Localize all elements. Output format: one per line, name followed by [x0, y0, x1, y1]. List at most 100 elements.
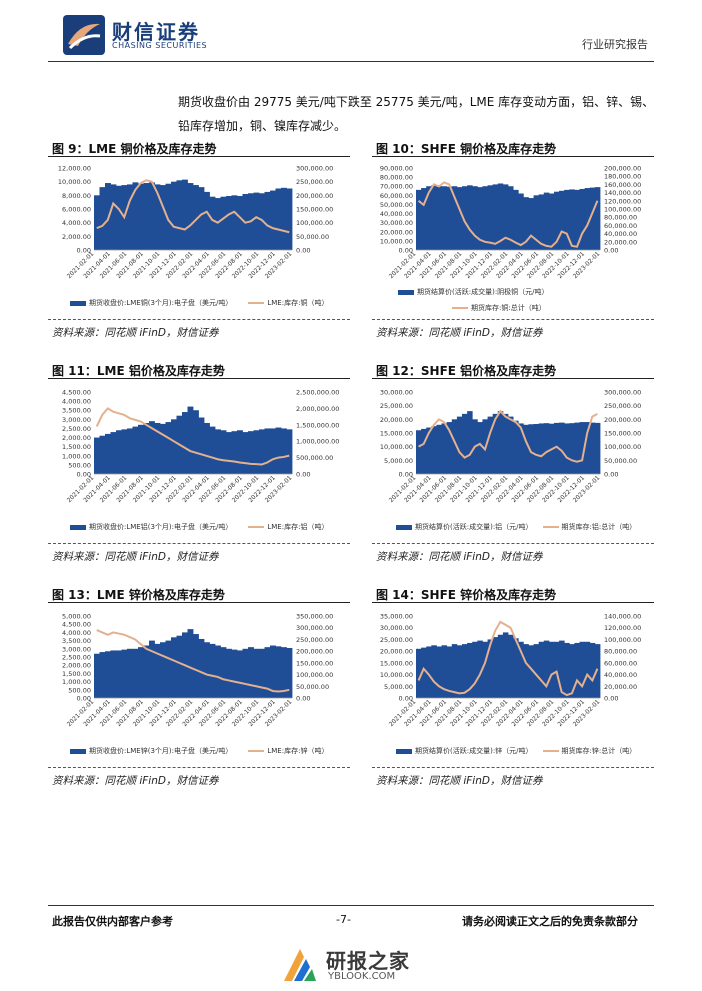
- y-tick-right: 300,000.00: [296, 624, 333, 632]
- chart-bar: [523, 197, 529, 250]
- y-tick-right: 100,000.00: [296, 671, 333, 679]
- chart-bar: [462, 186, 468, 250]
- chart-bar: [253, 430, 260, 474]
- chart-bar: [497, 634, 504, 698]
- y-tick-right: 250,000.00: [604, 402, 641, 410]
- chart-bar: [226, 432, 232, 474]
- chart-bar: [198, 638, 205, 698]
- chart-bar: [584, 641, 591, 698]
- chart-bar: [589, 642, 596, 698]
- y-tick-left: 12,000.00: [58, 165, 91, 173]
- chart-bar: [209, 426, 216, 474]
- y-tick-right: 100,000.00: [604, 206, 641, 214]
- y-tick-left: 2,000.00: [62, 662, 91, 670]
- chart-bar: [138, 183, 144, 250]
- chart-bar: [487, 416, 494, 474]
- chart-bar: [187, 629, 194, 698]
- chart-bar: [286, 429, 293, 474]
- y-tick-right: 500,000.00: [296, 454, 333, 462]
- chart-bar: [559, 640, 565, 698]
- chart-bar: [270, 190, 276, 250]
- chart-legend: 期货结算价(活跃:成交量):阴极铜（元/吨）: [398, 287, 549, 297]
- y-tick-right: 2,000,000.00: [296, 405, 339, 413]
- footer-notice: 请务必阅读正文之后的免责条款部分: [462, 915, 638, 928]
- y-tick-left: 2,000.00: [62, 434, 91, 442]
- chart-legend: 期货结算价(活跃:成交量):铝（元/吨） 期货库存:铝:总计（吨）: [396, 522, 636, 532]
- y-tick-right: 200,000.00: [296, 648, 333, 656]
- chart-bar: [416, 189, 422, 250]
- chart-canvas: 12,000.00 10,000.00 8,000.00 6,000.00 4,000.…: [58, 165, 333, 281]
- divider: [372, 543, 654, 544]
- y-tick-left: 4,500.00: [62, 389, 91, 397]
- chart-bar: [528, 198, 534, 250]
- chart-bar: [127, 428, 133, 474]
- chart-bar: [436, 186, 442, 250]
- y-tick-left: 0.00: [77, 247, 91, 255]
- y-tick-right: 250,000.00: [296, 636, 333, 644]
- chart-bar: [492, 637, 499, 698]
- chart-bar: [165, 640, 172, 698]
- y-tick-left: 40,000.00: [380, 210, 413, 218]
- chart-bar: [456, 645, 463, 698]
- chart-lme-aluminium: 4,500.00 4,000.00 3,500.00 3,000.00 2,500.00…: [46, 386, 350, 514]
- chart-legend: 期货收盘价:LME锌(3个月):电子盘（美元/吨） LME:库存:锌（吨）: [70, 746, 328, 756]
- y-tick-left: 2,500.00: [62, 425, 91, 433]
- legend-line-label: LME:库存:铝（吨）: [267, 523, 329, 531]
- y-tick-right: 140,000.00: [604, 189, 641, 197]
- legend-bar-label: 期货收盘价:LME铜(3个月):电子盘（美元/吨）: [89, 299, 233, 307]
- figure-title: 图 11：LME 铝价格及库存走势: [52, 364, 225, 378]
- chart-bar: [105, 433, 111, 474]
- chart-bar: [215, 429, 221, 474]
- chart-bar: [559, 190, 565, 250]
- y-tick-left: 6,000.00: [62, 206, 91, 214]
- chart-bar: [421, 188, 427, 250]
- chart-bar: [264, 647, 271, 698]
- y-tick-right: 150,000.00: [604, 430, 641, 438]
- divider: [48, 156, 350, 157]
- chart-bar: [204, 422, 210, 474]
- legend-swatch-line: [248, 750, 265, 752]
- y-tick-left: 5,000.00: [384, 457, 413, 465]
- chart-bar: [523, 644, 529, 698]
- chart-bar: [564, 642, 570, 698]
- footer-disclaimer: 此报告仅供内部客户参考: [52, 915, 173, 928]
- chart-bar: [281, 187, 287, 250]
- chart-bar: [99, 652, 106, 698]
- chart-bar: [143, 422, 150, 474]
- legend-bar-label: 期货结算价(活跃:成交量):阴极铜（元/吨）: [417, 288, 549, 296]
- chart-bar: [533, 423, 540, 474]
- chart-bar: [275, 646, 282, 698]
- y-tick-right: 50,000.00: [296, 683, 329, 691]
- chart-bar: [94, 653, 100, 698]
- chart-bar: [513, 420, 519, 474]
- chart-bar: [579, 188, 586, 250]
- chart-bar: [193, 410, 199, 474]
- figure-source: 资料来源：同花顺 iFinD，财信证券: [376, 327, 543, 339]
- legend-swatch-line: [452, 307, 468, 309]
- chart-bar: [548, 641, 555, 698]
- figure-title: 图 14：SHFE 锌价格及库存走势: [376, 588, 557, 602]
- y-tick-right: 40,000.00: [604, 230, 637, 238]
- chart-bar: [462, 644, 468, 698]
- chart-bar: [467, 411, 473, 474]
- y-tick-right: 200,000.00: [604, 416, 641, 424]
- chart-bar: [431, 645, 437, 698]
- chart-bar: [154, 643, 161, 698]
- chart-bar: [204, 191, 210, 250]
- chart-lme-copper: 12,000.00 10,000.00 8,000.00 6,000.00 4,000.…: [46, 162, 350, 290]
- chart-bar: [543, 192, 550, 250]
- chart-bar: [259, 429, 265, 474]
- y-tick-right: 200,000.00: [604, 165, 641, 173]
- chart-bar: [467, 642, 473, 698]
- chart-bar: [116, 185, 122, 250]
- chart-bar: [176, 635, 183, 698]
- chart-bar: [508, 416, 514, 474]
- chart-bar: [594, 644, 601, 698]
- chart-shfe-zinc: 35,000.00 30,000.00 25,000.00 20,000.00 15,0…: [368, 610, 658, 738]
- divider: [48, 319, 350, 320]
- legend-bar-label: 期货收盘价:LME锌(3个月):电子盘（美元/吨）: [89, 747, 233, 755]
- chart-bar: [226, 648, 232, 698]
- chart-bar: [143, 645, 150, 698]
- legend-swatch-bar: [396, 524, 412, 530]
- chart-bar: [105, 651, 111, 698]
